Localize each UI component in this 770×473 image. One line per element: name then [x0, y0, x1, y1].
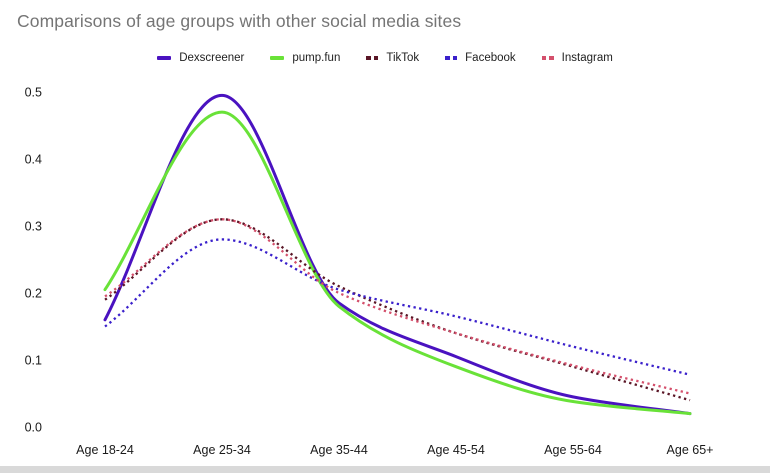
legend-swatch-pump-fun [270, 56, 285, 60]
y-axis-labels: 0.0 0.1 0.2 0.3 0.4 0.5 [25, 86, 42, 435]
y-tick-label: 0.3 [25, 220, 42, 234]
legend-item-facebook[interactable]: Facebook [445, 52, 516, 64]
x-tick-label: Age 35-44 [310, 443, 368, 457]
legend-item-pump-fun[interactable]: pump.fun [270, 52, 340, 64]
x-tick-label: Age 55-64 [544, 443, 602, 457]
legend: Dexscreener pump.fun TikTok Facebook Instagr… [0, 52, 770, 64]
x-tick-label: Age 65+ [667, 443, 714, 457]
chart-title: Comparisons of age groups with other soc… [17, 11, 462, 31]
legend-item-instagram[interactable]: Instagram [541, 52, 613, 64]
legend-swatch-facebook [445, 55, 458, 61]
y-tick-label: 0.0 [25, 421, 42, 435]
legend-item-tiktok[interactable]: TikTok [366, 52, 419, 64]
x-tick-label: Age 25-34 [193, 443, 251, 457]
x-tick-label: Age 45-54 [427, 443, 485, 457]
y-tick-label: 0.5 [25, 86, 42, 100]
series-line-instagram [104, 218, 691, 395]
legend-item-dexscreener[interactable]: Dexscreener [157, 52, 244, 64]
series-line-dexscreener [103, 93, 692, 416]
y-tick-label: 0.1 [25, 354, 42, 368]
legend-swatch-tiktok [366, 55, 379, 61]
series-line-facebook [104, 238, 691, 376]
legend-swatch-instagram [541, 55, 554, 61]
legend-label: pump.fun [292, 52, 341, 64]
y-tick-label: 0.4 [25, 153, 42, 167]
horizontal-scrollbar-track[interactable] [0, 466, 770, 473]
legend-swatch-dexscreener [157, 56, 172, 60]
series-line-tiktok [104, 218, 691, 402]
legend-label: Facebook [465, 52, 516, 64]
series-lines [103, 93, 692, 416]
y-tick-label: 0.2 [25, 287, 42, 301]
legend-label: Dexscreener [179, 52, 245, 64]
x-tick-label: Age 18-24 [76, 443, 134, 457]
legend-label: Instagram [561, 52, 613, 64]
x-axis-labels: Age 18-24 Age 25-34 Age 35-44 Age 45-54 Age … [76, 443, 713, 457]
series-line-pump-fun [103, 110, 692, 416]
legend-label: TikTok [386, 52, 420, 64]
